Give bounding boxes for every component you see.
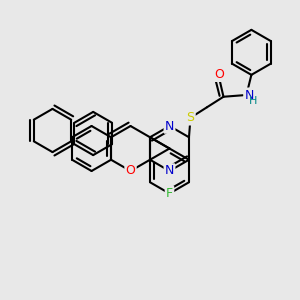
- Text: N: N: [165, 119, 174, 133]
- Text: O: O: [126, 164, 136, 178]
- Text: H: H: [249, 96, 257, 106]
- Text: O: O: [214, 68, 224, 81]
- Text: S: S: [187, 111, 194, 124]
- Text: N: N: [244, 89, 254, 102]
- Text: N: N: [165, 164, 174, 178]
- Text: F: F: [166, 187, 173, 200]
